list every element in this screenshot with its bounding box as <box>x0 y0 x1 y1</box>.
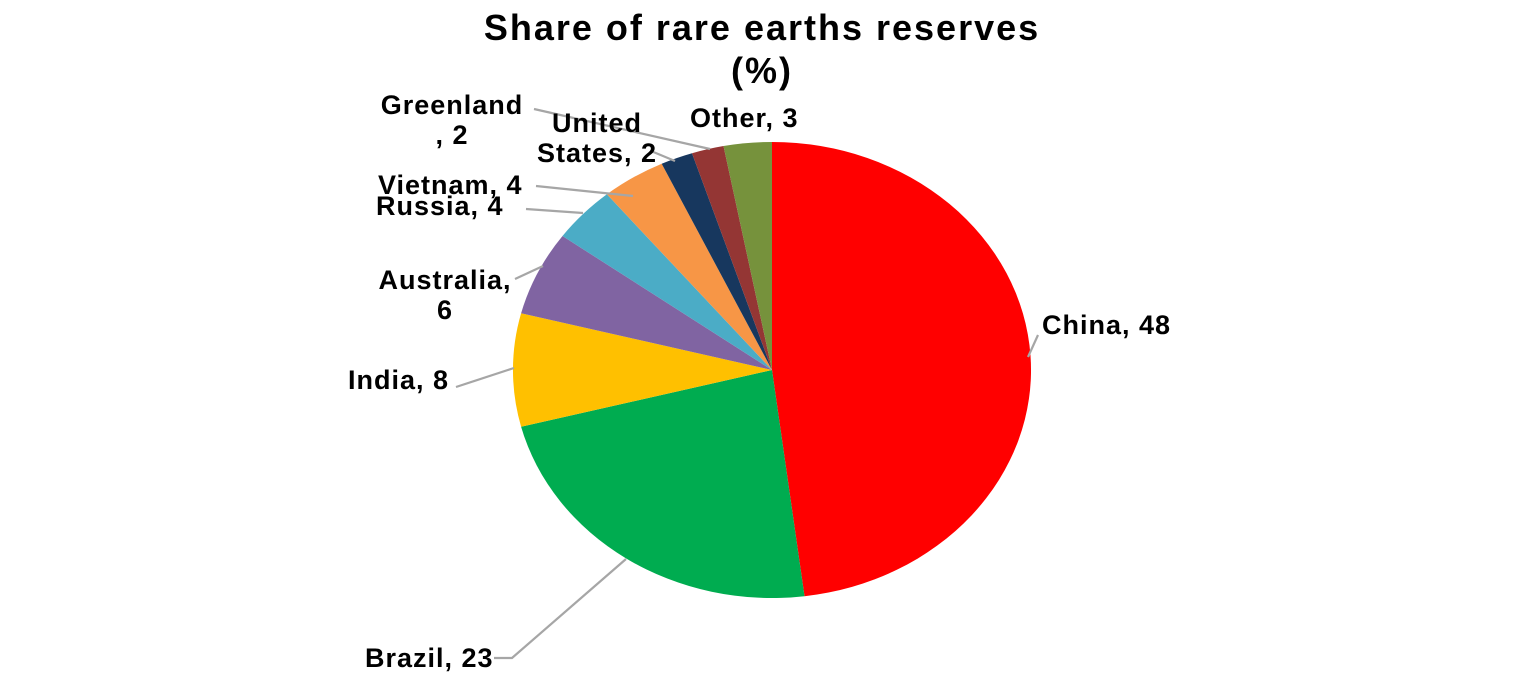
data-label-united-states: United States, 2 <box>536 108 658 168</box>
chart-title-line-1: Share of rare earths reserves <box>483 7 1041 48</box>
data-label-brazil: Brazil, 23 <box>365 643 494 673</box>
pie-slice-vietnam <box>606 163 772 370</box>
pie-slice-greenland <box>692 146 772 370</box>
pie-slice-russia <box>562 194 772 370</box>
leader-line-russia <box>525 207 584 215</box>
data-label-china: China, 48 <box>1042 310 1172 340</box>
leader-line-india <box>455 366 515 389</box>
data-label-russia: Russia, 4 <box>376 191 504 221</box>
pie-slice-australia <box>521 236 772 370</box>
leader-line-greenland <box>533 107 711 151</box>
pie-slice-china <box>772 142 1032 597</box>
leader-line-united-states <box>650 149 676 163</box>
data-label-greenland: Greenland, 2 <box>380 90 524 150</box>
pie-slice-other <box>723 141 772 370</box>
data-label-australia: Australia, 6 <box>378 265 512 325</box>
leader-line-vietnam <box>535 184 634 198</box>
data-label-vietnam: Vietnam, 4 <box>378 170 523 200</box>
leader-line-australia <box>514 265 544 280</box>
pie-slice-brazil <box>521 370 805 599</box>
leader-line-brazil <box>494 558 627 660</box>
data-label-other: Other, 3 <box>690 103 799 133</box>
data-label-india: India, 8 <box>348 365 450 395</box>
pie-slice-india <box>512 313 772 427</box>
chart-title: Share of rare earths reserves (%) <box>484 6 1040 92</box>
chart-title-line-2: (%) <box>731 50 793 91</box>
leader-line-china <box>1026 334 1040 358</box>
pie-slice-united-states <box>661 153 772 370</box>
